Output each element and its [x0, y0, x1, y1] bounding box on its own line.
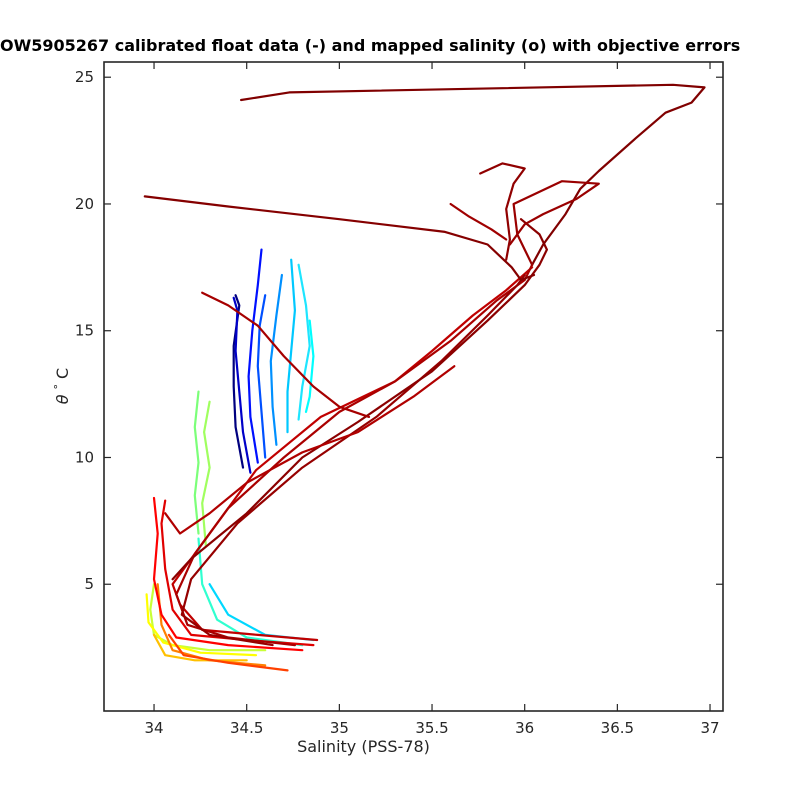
series-line-13 [149, 583, 267, 652]
x-tick-label: 34 [144, 719, 163, 737]
y-tick-label: 20 [75, 195, 94, 213]
series-line-20 [171, 266, 534, 642]
chart-marks [143, 83, 706, 672]
chart-axes: 34 34.5 35 35.5 36 36.5 37 5 10 15 20 25 Salinity (P… [52, 61, 724, 756]
series-line-23 [171, 218, 549, 581]
y-axis-degree: ° [52, 384, 65, 390]
series-line-17 [167, 633, 289, 672]
y-tick-label: 5 [84, 575, 94, 593]
x-tick-label: 35.5 [415, 719, 448, 737]
x-tick-label: 34.5 [230, 719, 263, 737]
series-line-3 [247, 248, 263, 464]
y-axis-unit: C [53, 368, 72, 379]
y-tick-label: 25 [75, 68, 94, 86]
series-line-22 [180, 273, 526, 647]
series-line-4 [256, 294, 267, 459]
series-line-12 [201, 400, 211, 548]
y-axis-symbol: θ [53, 394, 72, 404]
series-line-26 [479, 162, 526, 261]
series-line-5 [269, 273, 283, 446]
series-line-14 [145, 593, 258, 657]
series-line-29 [201, 291, 371, 418]
x-tick-label: 36 [515, 719, 534, 737]
plot-frame [103, 61, 724, 712]
series-line-18 [152, 496, 304, 652]
series-line-6 [286, 258, 296, 434]
series-line-1 [232, 294, 245, 469]
x-tick-label: 37 [700, 719, 719, 737]
series-line-11 [193, 390, 200, 535]
series-line-28 [449, 202, 508, 241]
y-axis-label: θ ° C [52, 368, 72, 404]
x-axis-label: Salinity (PSS-78) [297, 737, 430, 756]
series-line-8 [304, 319, 315, 413]
series-line-27 [508, 180, 600, 266]
series-line-2 [232, 296, 252, 474]
series-line-21 [175, 263, 534, 647]
series-line-7 [297, 263, 311, 421]
chart-title: OW5905267 calibrated float data (-) and … [0, 36, 741, 55]
series-line-24 [240, 83, 706, 266]
y-tick-label: 10 [75, 448, 94, 466]
x-tick-label: 35 [330, 719, 349, 737]
y-tick-label: 15 [75, 322, 94, 340]
x-tick-label: 36.5 [601, 719, 634, 737]
series-line-30 [164, 365, 456, 535]
series-line-25 [143, 195, 536, 282]
